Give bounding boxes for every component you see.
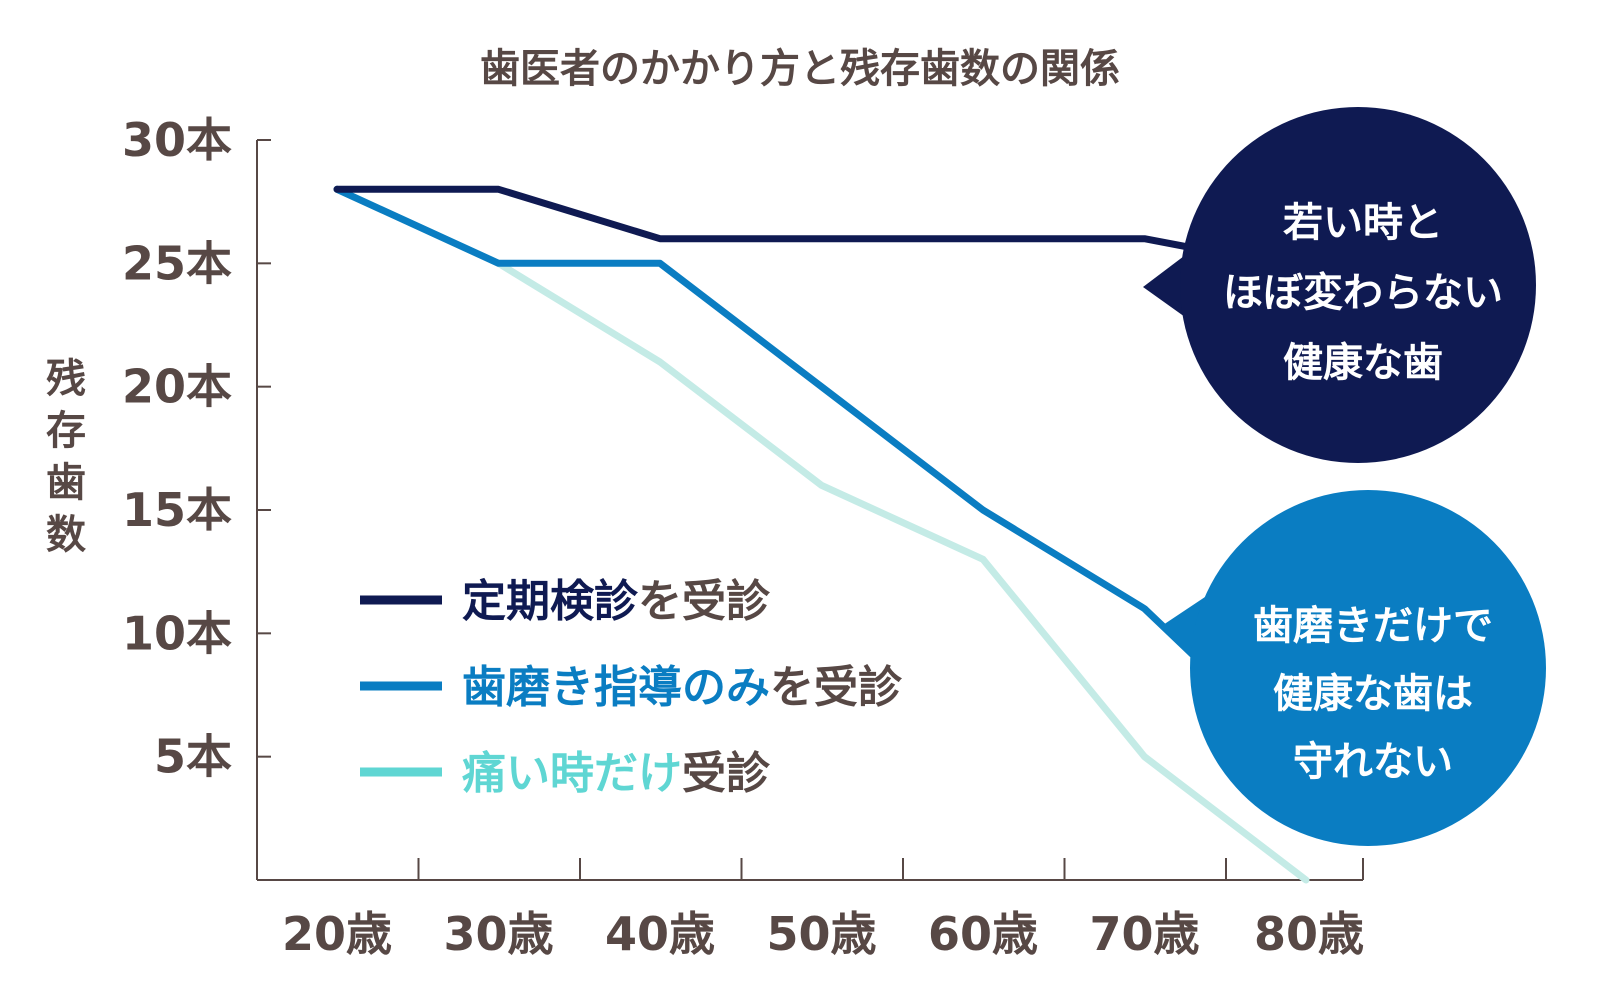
y-tick-label: 5本 bbox=[154, 730, 232, 784]
y-axis-label-char: 残 bbox=[46, 356, 86, 402]
bubble-text-line: 守れない bbox=[1293, 739, 1453, 785]
y-axis-label-char: 数 bbox=[46, 512, 86, 558]
y-tick-label: 30本 bbox=[122, 113, 232, 167]
x-tick-label: 80歳 bbox=[1254, 907, 1364, 961]
legend-label-part: を受診 bbox=[638, 576, 771, 627]
legend-label: 痛い時だけ受診 bbox=[462, 748, 771, 799]
legend-label-part: 受診 bbox=[682, 748, 771, 799]
legend-label: 定期検診を受診 bbox=[462, 576, 771, 627]
y-tick-labels: 30本 25本 20本 15本 10本 5本 bbox=[122, 113, 232, 784]
series-line-1 bbox=[333, 185, 1213, 674]
x-tick-label: 40歳 bbox=[605, 907, 715, 961]
y-tick-label: 25本 bbox=[122, 236, 232, 290]
x-tick-labels: 20歳 30歳 40歳 50歳 60歳 70歳 80歳 bbox=[282, 907, 1364, 961]
bubble-circle bbox=[1190, 490, 1546, 846]
x-tick-label: 50歳 bbox=[766, 907, 876, 961]
legend-label-part: 定期検診 bbox=[462, 576, 639, 627]
y-tick-label: 15本 bbox=[122, 483, 232, 537]
bubble-text-line: 歯磨きだけで bbox=[1253, 603, 1493, 649]
legend-label-part: 歯磨き指導のみ bbox=[462, 662, 770, 713]
y-axis-label: 残存歯数 bbox=[46, 356, 86, 558]
y-tick-label: 20本 bbox=[122, 360, 232, 414]
bubble-text-line: 健康な歯は bbox=[1273, 671, 1473, 717]
y-axis-label-char: 歯 bbox=[46, 460, 86, 506]
x-tick-label: 60歳 bbox=[928, 907, 1038, 961]
x-tick-label: 70歳 bbox=[1089, 907, 1199, 961]
axes bbox=[256, 139, 1364, 881]
legend-label: 歯磨き指導のみを受診 bbox=[462, 662, 903, 713]
bubble-text-line: 健康な歯 bbox=[1283, 340, 1443, 386]
legend-label-part: 痛い時だけ bbox=[462, 748, 682, 799]
y-axis-label-char: 存 bbox=[46, 408, 86, 454]
legend-label-part: を受診 bbox=[770, 662, 903, 713]
series-lines bbox=[333, 185, 1310, 884]
y-tick-label: 10本 bbox=[122, 606, 232, 660]
x-tick-label: 30歳 bbox=[443, 907, 553, 961]
x-tick-label: 20歳 bbox=[282, 907, 392, 961]
bubble-circle bbox=[1180, 107, 1536, 463]
bubble-text-line: ほぼ変わらない bbox=[1223, 270, 1503, 316]
bubble-text-line: 若い時と bbox=[1283, 200, 1443, 246]
series-line-0 bbox=[333, 185, 1213, 255]
bubble-pointer bbox=[1143, 250, 1192, 322]
chart-title: 歯医者のかかり方と残存歯数の関係 bbox=[480, 46, 1120, 92]
